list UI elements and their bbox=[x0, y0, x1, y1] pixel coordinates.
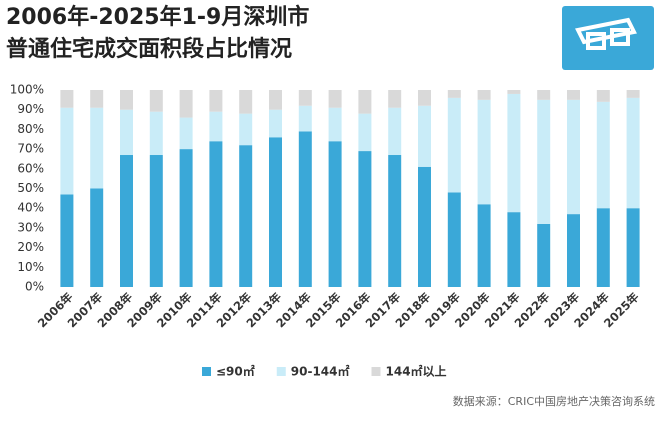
y-tick-label: 100% bbox=[10, 83, 44, 97]
source-note: 数据来源：CRIC中国房地产决策咨询系统 bbox=[453, 394, 655, 408]
y-tick-label: 60% bbox=[17, 161, 44, 175]
bar-segment bbox=[298, 90, 312, 106]
bar-segment bbox=[328, 90, 342, 108]
bar-segment bbox=[477, 204, 491, 287]
bar-segment bbox=[239, 90, 253, 114]
bar-segment bbox=[149, 155, 163, 287]
bar-segment bbox=[537, 90, 551, 100]
legend-label: ≤90㎡ bbox=[216, 364, 255, 379]
y-tick-label: 40% bbox=[17, 201, 44, 215]
y-tick-label: 10% bbox=[17, 260, 44, 274]
bar-segment bbox=[537, 223, 551, 287]
bar-segment bbox=[269, 90, 282, 110]
legend-swatch bbox=[276, 367, 286, 376]
bar-segment bbox=[507, 93, 521, 213]
bar-segment bbox=[179, 149, 193, 287]
bar-segment bbox=[567, 99, 580, 215]
bar-segment bbox=[239, 145, 253, 287]
bar-segment bbox=[447, 90, 461, 98]
bar-segment bbox=[418, 166, 431, 287]
bar-segment bbox=[447, 97, 461, 193]
bar-segment bbox=[596, 90, 610, 102]
y-tick-label: 0% bbox=[25, 280, 44, 294]
bar-segment bbox=[60, 194, 74, 287]
bar-segment bbox=[209, 90, 223, 112]
chart-title: 2006年-2025年1-9月深圳市 bbox=[6, 4, 309, 30]
bar-segment bbox=[358, 113, 372, 152]
legend-swatch bbox=[202, 367, 211, 376]
bar-segment bbox=[120, 90, 133, 110]
bar-segment bbox=[596, 208, 610, 287]
bar-segment bbox=[626, 208, 640, 287]
logo bbox=[562, 6, 654, 70]
y-tick-label: 70% bbox=[17, 142, 44, 156]
bar-segment bbox=[596, 101, 610, 209]
bar-segment bbox=[507, 90, 521, 94]
bar-segment bbox=[239, 113, 253, 146]
bar-segment bbox=[120, 155, 133, 287]
bar-segment bbox=[269, 137, 282, 287]
bar-segment bbox=[477, 99, 491, 205]
bar-segment bbox=[537, 99, 551, 224]
bar-segment bbox=[179, 90, 193, 118]
bar-segment bbox=[179, 117, 193, 150]
bar-segment bbox=[328, 141, 342, 287]
bar-segment bbox=[209, 141, 223, 287]
bar-segment bbox=[358, 90, 372, 114]
y-tick-label: 30% bbox=[17, 220, 44, 234]
bar-segment bbox=[388, 90, 402, 108]
bar-segment bbox=[120, 109, 133, 156]
bar-segment bbox=[567, 214, 580, 287]
bar-segment bbox=[149, 90, 163, 112]
legend-swatch bbox=[371, 367, 381, 376]
bar-segment bbox=[328, 107, 342, 142]
y-tick-label: 80% bbox=[17, 122, 44, 136]
bar-segment bbox=[298, 105, 312, 132]
bar-segment bbox=[418, 90, 431, 106]
bar-segment bbox=[90, 107, 104, 189]
bar-segment bbox=[298, 131, 312, 287]
bar-segment bbox=[90, 90, 104, 108]
bar-segment bbox=[60, 107, 74, 195]
bar-segment bbox=[388, 107, 402, 156]
bar-segment bbox=[507, 212, 521, 287]
bar-segment bbox=[477, 90, 491, 100]
bar-segment bbox=[90, 188, 104, 287]
legend-label: 90-144㎡ bbox=[291, 364, 350, 379]
chart-title: 普通住宅成交面积段占比情况 bbox=[6, 36, 292, 62]
bar-segment bbox=[358, 151, 372, 287]
bar-segment bbox=[269, 109, 282, 138]
bar-segment bbox=[149, 111, 163, 156]
bar-segment bbox=[626, 90, 640, 98]
bar-segment bbox=[418, 105, 431, 167]
y-tick-label: 50% bbox=[17, 181, 44, 195]
bar-segment bbox=[60, 90, 74, 108]
bar-segment bbox=[626, 97, 640, 209]
legend-label: 144㎡以上 bbox=[386, 364, 447, 379]
bar-segment bbox=[567, 90, 580, 100]
bar-segment bbox=[447, 192, 461, 287]
bar-segment bbox=[388, 155, 402, 287]
bar-segment bbox=[209, 111, 223, 142]
y-tick-label: 20% bbox=[17, 240, 44, 254]
y-tick-label: 90% bbox=[17, 102, 44, 116]
